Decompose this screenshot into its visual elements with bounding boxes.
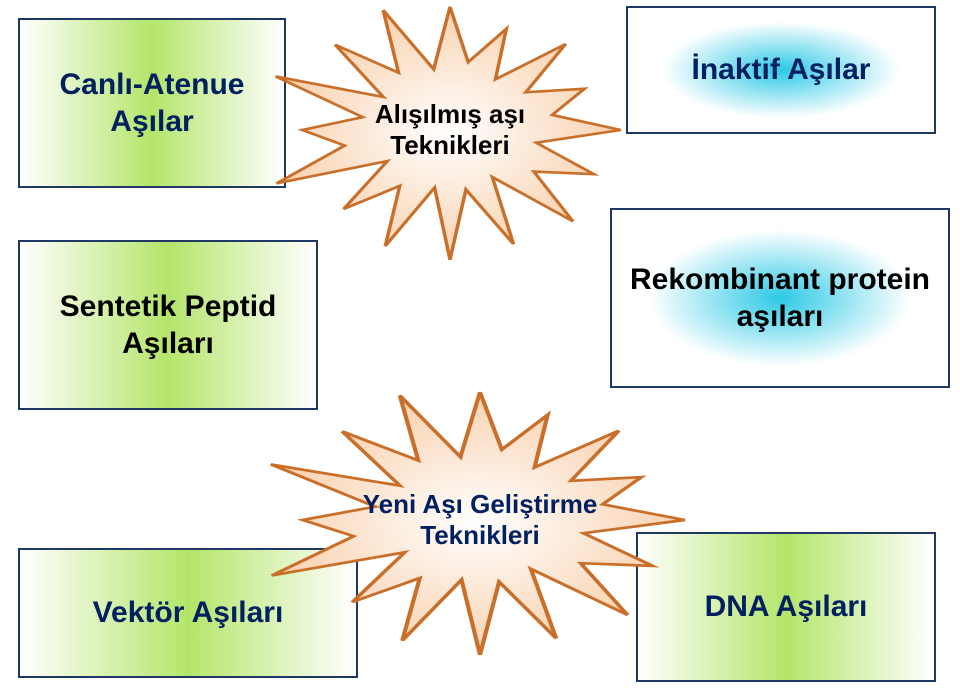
starburst-icon (270, 385, 690, 655)
box-rekombinant: Rekombinant proteinaşıları (610, 208, 950, 388)
box-sentetik-peptid-label: Sentetik PeptidAşıları (60, 288, 277, 363)
box-canli-atenue: Canlı-AtenueAşılar (18, 18, 286, 188)
burst-yeni: Yeni Aşı GeliştirmeTeknikleri (270, 385, 690, 655)
box-dna-label: DNA Aşıları (705, 588, 868, 626)
starburst-icon (275, 0, 625, 260)
burst-alisilmis: Alışılmış aşıTeknikleri (275, 0, 625, 260)
box-rekombinant-label: Rekombinant proteinaşıları (630, 261, 930, 336)
box-inaktif: İnaktif Aşılar (626, 6, 936, 134)
box-canli-atenue-label: Canlı-AtenueAşılar (59, 66, 244, 141)
box-vektor-label: Vektör Aşıları (93, 594, 284, 632)
box-inaktif-label: İnaktif Aşılar (692, 51, 871, 89)
